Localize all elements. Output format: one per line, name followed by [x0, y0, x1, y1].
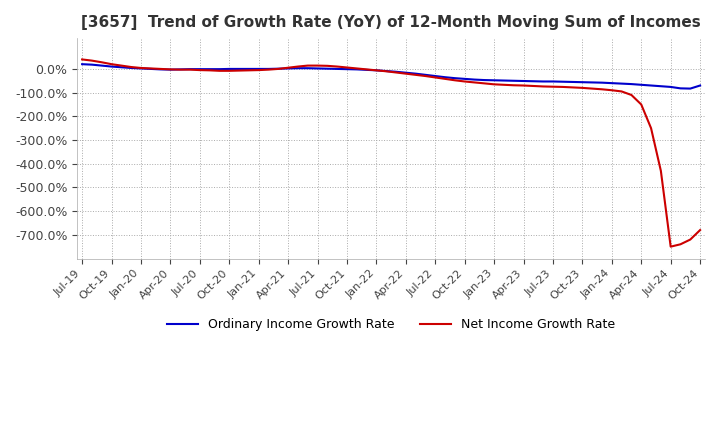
Net Income Growth Rate — [480, 81, 489, 86]
Ordinary Income Growth Rate — [78, 62, 86, 67]
Line: Ordinary Income Growth Rate: Ordinary Income Growth Rate — [82, 64, 700, 88]
Net Income Growth Rate — [470, 80, 479, 85]
Ordinary Income Growth Rate — [480, 77, 489, 83]
Ordinary Income Growth Rate — [421, 72, 430, 77]
Ordinary Income Growth Rate — [686, 86, 695, 91]
Ordinary Income Growth Rate — [333, 66, 341, 72]
Ordinary Income Growth Rate — [470, 77, 479, 82]
Ordinary Income Growth Rate — [696, 83, 704, 88]
Net Income Growth Rate — [333, 64, 341, 69]
Line: Net Income Growth Rate: Net Income Growth Rate — [82, 59, 700, 247]
Net Income Growth Rate — [382, 69, 390, 74]
Ordinary Income Growth Rate — [382, 68, 390, 73]
Legend: Ordinary Income Growth Rate, Net Income Growth Rate: Ordinary Income Growth Rate, Net Income … — [162, 313, 620, 336]
Title: [3657]  Trend of Growth Rate (YoY) of 12-Month Moving Sum of Incomes: [3657] Trend of Growth Rate (YoY) of 12-… — [81, 15, 701, 30]
Net Income Growth Rate — [421, 73, 430, 79]
Net Income Growth Rate — [696, 227, 704, 233]
Net Income Growth Rate — [666, 244, 675, 249]
Net Income Growth Rate — [156, 66, 165, 72]
Net Income Growth Rate — [78, 57, 86, 62]
Ordinary Income Growth Rate — [156, 67, 165, 72]
